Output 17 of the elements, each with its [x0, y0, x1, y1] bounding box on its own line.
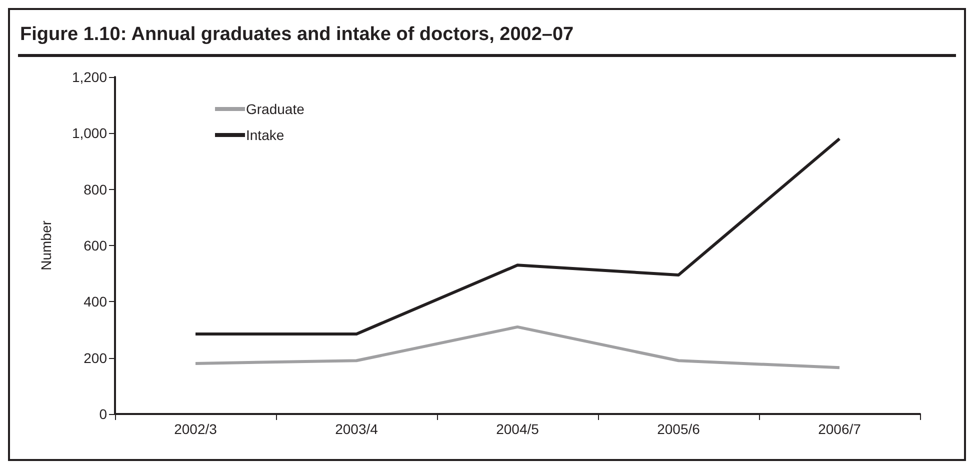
legend-label: Graduate — [246, 101, 305, 117]
x-tick-label: 2006/7 — [818, 421, 862, 437]
chart-title: Figure 1.10: Annual graduates and intake of doctors, 2002–07 — [18, 10, 956, 57]
y-tick-label: 600 — [84, 238, 108, 254]
y-tick-label: 400 — [84, 294, 108, 310]
legend-label: Intake — [246, 127, 284, 143]
y-tick-label: 1,200 — [72, 69, 108, 85]
y-tick-label: 1,000 — [72, 125, 108, 142]
line-series — [194, 325, 841, 370]
y-tick-label: 0 — [99, 406, 108, 422]
y-tick-label: 200 — [84, 350, 108, 366]
x-tick-label: 2005/6 — [657, 421, 700, 437]
x-tick-label: 2004/5 — [496, 421, 540, 437]
y-axis-title: Number — [38, 220, 54, 270]
x-tick-label: 2003/4 — [335, 421, 378, 437]
y-tick-label: 800 — [84, 181, 108, 198]
x-tick-label: 2002/3 — [174, 421, 218, 437]
